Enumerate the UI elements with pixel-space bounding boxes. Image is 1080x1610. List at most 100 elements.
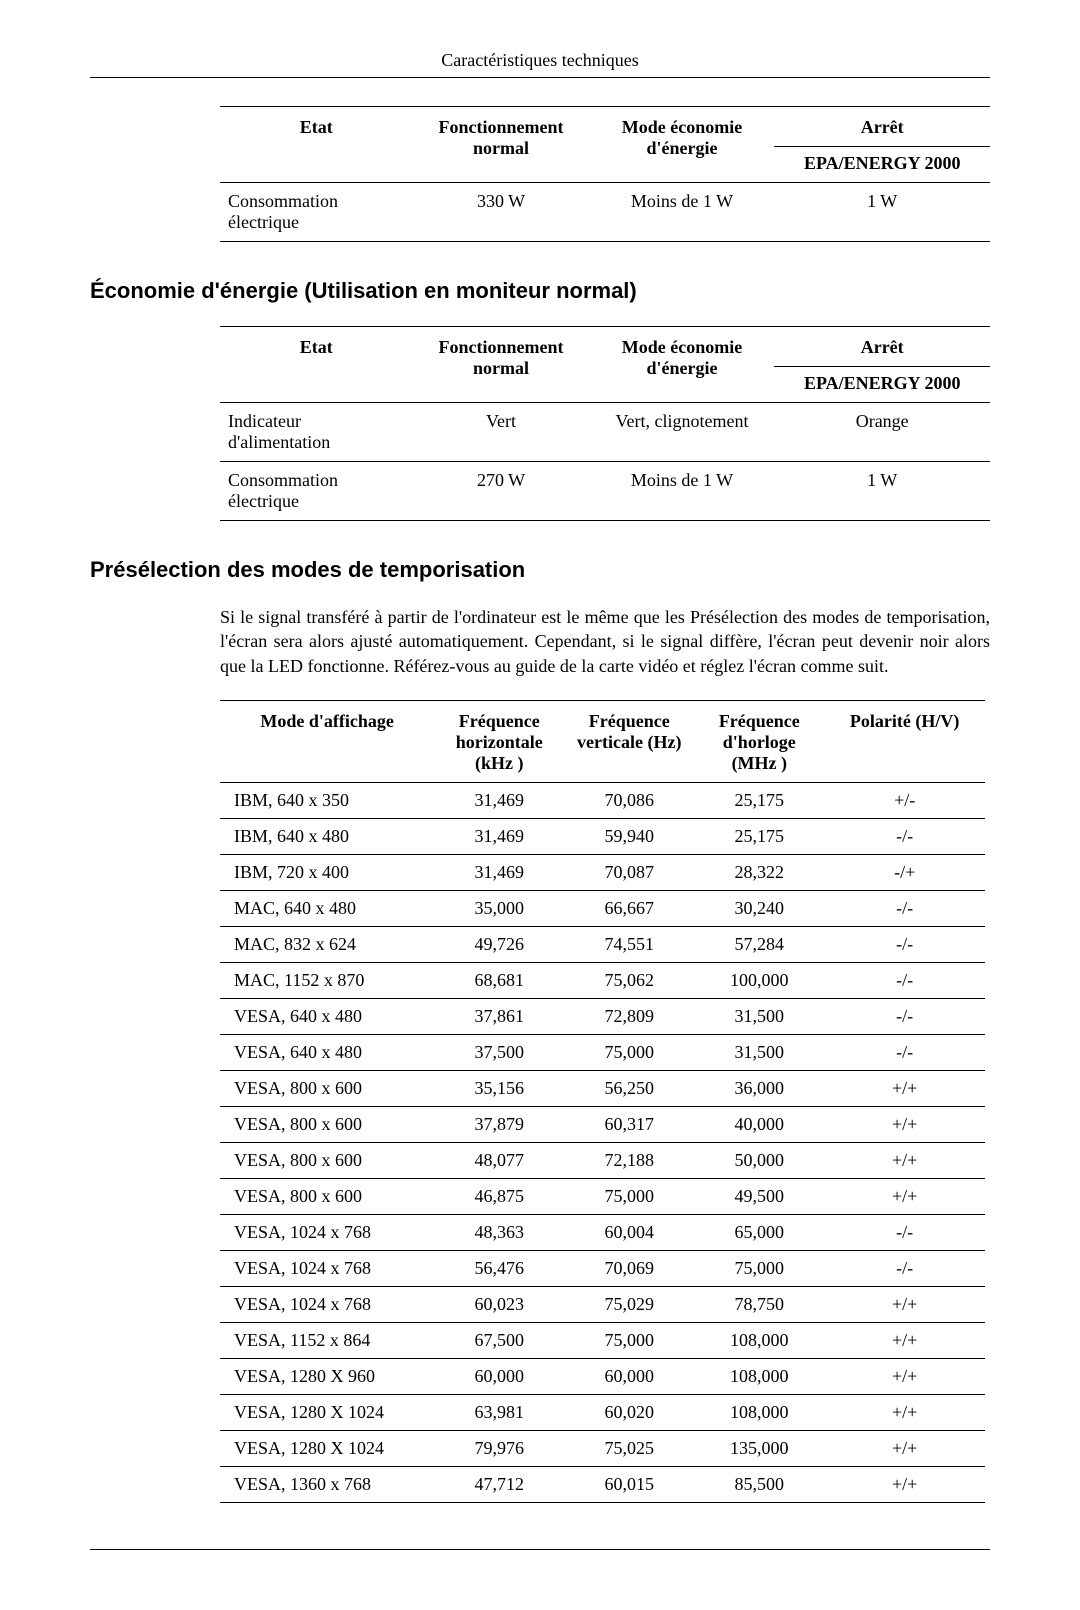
table-cell: 100,000: [694, 962, 824, 998]
table-row: VESA, 1024 x 76860,02375,02978,750+/+: [220, 1286, 985, 1322]
table-row: VESA, 640 x 48037,86172,80931,500-/-: [220, 998, 985, 1034]
table-cell: -/-: [824, 890, 985, 926]
table-row: IBM, 640 x 48031,46959,94025,175-/-: [220, 818, 985, 854]
table-cell: VESA, 800 x 600: [220, 1142, 434, 1178]
table-cell: +/+: [824, 1286, 985, 1322]
table-cell: 78,750: [694, 1286, 824, 1322]
table-cell: 31,469: [434, 782, 564, 818]
table-cell: 74,551: [564, 926, 694, 962]
th-sub3: EPA/ENERGY 2000: [774, 147, 990, 183]
table-row: VESA, 800 x 60037,87960,31740,000+/+: [220, 1106, 985, 1142]
th-mode: Mode d'affichage: [220, 700, 434, 782]
table-cell: 60,000: [434, 1358, 564, 1394]
power-table-2-body: Indicateur d'alimentationVertVert, clign…: [220, 403, 990, 521]
table-cell: -/-: [824, 1250, 985, 1286]
table-cell: 49,500: [694, 1178, 824, 1214]
table-row: MAC, 640 x 48035,00066,66730,240-/-: [220, 890, 985, 926]
table-cell: MAC, 640 x 480: [220, 890, 434, 926]
table-cell: VESA, 800 x 600: [220, 1106, 434, 1142]
table-cell: 79,976: [434, 1430, 564, 1466]
table-cell: 85,500: [694, 1466, 824, 1502]
table-cell: VESA, 1024 x 768: [220, 1286, 434, 1322]
table-cell: -/-: [824, 962, 985, 998]
table-cell: IBM, 640 x 350: [220, 782, 434, 818]
table-cell: 75,025: [564, 1430, 694, 1466]
table-cell: VESA, 1024 x 768: [220, 1214, 434, 1250]
table-row: Consommation électrique330 WMoins de 1 W…: [220, 183, 990, 242]
table-cell: VESA, 1360 x 768: [220, 1466, 434, 1502]
th-hfreq: Fréquence horizontale (kHz ): [434, 700, 564, 782]
table-cell: 60,023: [434, 1286, 564, 1322]
table-cell: -/-: [824, 926, 985, 962]
table-cell: Moins de 1 W: [590, 183, 775, 242]
table-cell: MAC, 1152 x 870: [220, 962, 434, 998]
table-row: MAC, 1152 x 87068,68175,062100,000-/-: [220, 962, 985, 998]
th-clock: Fréquence d'horloge (MHz ): [694, 700, 824, 782]
table-cell: VESA, 640 x 480: [220, 998, 434, 1034]
section3-intro: Si le signal transféré à partir de l'ord…: [220, 605, 990, 678]
th-sub3: EPA/ENERGY 2000: [774, 367, 990, 403]
table-cell: -/+: [824, 854, 985, 890]
table-cell: 72,188: [564, 1142, 694, 1178]
table-cell: Vert, clignotement: [590, 403, 775, 462]
table-cell: 68,681: [434, 962, 564, 998]
table-cell: Indicateur d'alimentation: [220, 403, 413, 462]
table-cell: 1 W: [774, 462, 990, 521]
table-cell: -/-: [824, 998, 985, 1034]
table-cell: +/+: [824, 1142, 985, 1178]
power-table-2: Etat Fonctionnement normal Mode économie…: [220, 326, 990, 521]
table-cell: 108,000: [694, 1358, 824, 1394]
table-cell: 66,667: [564, 890, 694, 926]
table-cell: 56,476: [434, 1250, 564, 1286]
table-cell: 37,861: [434, 998, 564, 1034]
table-cell: +/+: [824, 1358, 985, 1394]
table-row: VESA, 1152 x 86467,50075,000108,000+/+: [220, 1322, 985, 1358]
table-cell: VESA, 1024 x 768: [220, 1250, 434, 1286]
table-cell: 70,086: [564, 782, 694, 818]
table-cell: +/-: [824, 782, 985, 818]
table-cell: 135,000: [694, 1430, 824, 1466]
table-cell: VESA, 640 x 480: [220, 1034, 434, 1070]
table-cell: 31,469: [434, 854, 564, 890]
table-cell: MAC, 832 x 624: [220, 926, 434, 962]
table-cell: -/-: [824, 1034, 985, 1070]
table-cell: 40,000: [694, 1106, 824, 1142]
table-row: VESA, 1280 X 102463,98160,020108,000+/+: [220, 1394, 985, 1430]
table-cell: 48,077: [434, 1142, 564, 1178]
table-cell: 36,000: [694, 1070, 824, 1106]
table-cell: -/-: [824, 1214, 985, 1250]
table-cell: +/+: [824, 1322, 985, 1358]
table-cell: VESA, 800 x 600: [220, 1070, 434, 1106]
table-row: VESA, 800 x 60048,07772,18850,000+/+: [220, 1142, 985, 1178]
table-cell: Vert: [413, 403, 590, 462]
table-cell: 30,240: [694, 890, 824, 926]
table-cell: 67,500: [434, 1322, 564, 1358]
th-mode3: Arrêt: [774, 327, 990, 367]
table-cell: 270 W: [413, 462, 590, 521]
power-table-1: Etat Fonctionnement normal Mode économie…: [220, 106, 990, 242]
th-mode2: Mode économie d'énergie: [590, 327, 775, 403]
table-cell: +/+: [824, 1466, 985, 1502]
table-cell: -/-: [824, 818, 985, 854]
table-cell: 31,469: [434, 818, 564, 854]
footer-rule: [90, 1549, 990, 1550]
timing-table-body: IBM, 640 x 35031,46970,08625,175+/-IBM, …: [220, 782, 985, 1502]
table-cell: 59,940: [564, 818, 694, 854]
table-cell: IBM, 640 x 480: [220, 818, 434, 854]
table-cell: 37,879: [434, 1106, 564, 1142]
table-cell: 56,250: [564, 1070, 694, 1106]
table-cell: +/+: [824, 1394, 985, 1430]
table-cell: VESA, 1152 x 864: [220, 1322, 434, 1358]
section3-title: Présélection des modes de temporisation: [90, 557, 990, 583]
table-cell: +/+: [824, 1178, 985, 1214]
th-mode1: Fonctionnement normal: [413, 327, 590, 403]
table-cell: 31,500: [694, 998, 824, 1034]
table-row: VESA, 640 x 48037,50075,00031,500-/-: [220, 1034, 985, 1070]
table-cell: Consommation électrique: [220, 183, 413, 242]
table-cell: 108,000: [694, 1322, 824, 1358]
th-mode1: Fonctionnement normal: [413, 107, 590, 183]
table-cell: 46,875: [434, 1178, 564, 1214]
table-cell: 49,726: [434, 926, 564, 962]
table-cell: 35,000: [434, 890, 564, 926]
table-cell: 48,363: [434, 1214, 564, 1250]
